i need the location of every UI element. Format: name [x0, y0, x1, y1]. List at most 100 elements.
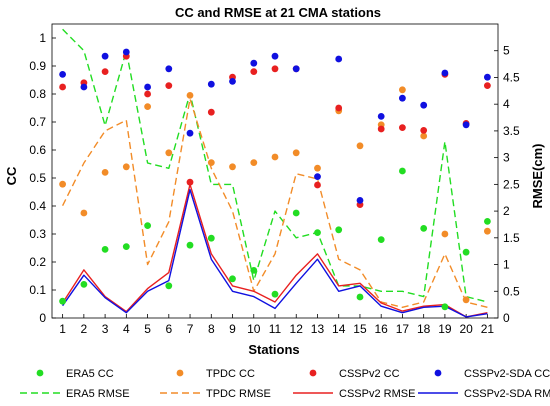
data-point-era5-cc — [250, 267, 258, 274]
x-tick-label: 13 — [311, 322, 325, 336]
x-tick-label: 17 — [396, 322, 410, 336]
data-point-csspv2-sda-cc — [229, 78, 236, 85]
x-axis-title: Stations — [248, 342, 299, 357]
legend-marker — [36, 369, 44, 377]
x-tick-label: 10 — [247, 322, 261, 336]
legend-label: CSSPv2 RMSE — [339, 388, 415, 400]
data-point-tpdc-cc — [356, 142, 364, 150]
y-axis-right-title: RMSE(cm) — [530, 143, 545, 208]
data-point-tpdc-cc — [484, 227, 491, 235]
y-right-tick-label: 4 — [503, 97, 510, 111]
data-point-era5-cc — [271, 290, 279, 298]
data-point-tpdc-cc — [250, 159, 258, 167]
data-point-csspv2-cc — [101, 68, 109, 75]
y-right-tick-label: 2.5 — [503, 177, 520, 191]
data-point-csspv2-cc — [399, 124, 406, 131]
data-point-era5-cc — [207, 234, 215, 242]
data-point-csspv2-sda-cc — [292, 65, 300, 73]
data-point-csspv2-cc — [314, 181, 321, 189]
x-tick-label: 21 — [481, 322, 495, 336]
y-left-tick-label: 0.4 — [29, 199, 46, 213]
legend-label: TPDC RMSE — [206, 388, 271, 400]
data-point-csspv2-sda-cc — [484, 73, 491, 81]
data-point-tpdc-cc — [292, 149, 300, 157]
y-right-tick-label: 4.5 — [503, 70, 520, 84]
legend-label: CSSPv2-SDA CC — [464, 368, 550, 380]
data-point-tpdc-cc — [59, 180, 66, 188]
data-point-era5-cc — [462, 248, 470, 256]
y-left-tick-label: 0 — [39, 311, 46, 325]
data-point-csspv2-sda-cc — [462, 121, 470, 129]
y-left-tick-label: 1 — [39, 31, 46, 45]
data-point-csspv2-cc — [420, 126, 428, 134]
data-point-tpdc-cc — [314, 164, 321, 172]
data-point-tpdc-cc — [229, 163, 236, 171]
data-point-era5-cc — [399, 167, 406, 175]
data-point-tpdc-cc — [462, 296, 470, 304]
data-point-era5-cc — [101, 246, 109, 253]
data-point-tpdc-cc — [441, 230, 449, 238]
data-point-era5-cc — [314, 229, 321, 237]
data-point-era5-cc — [441, 303, 449, 311]
series-line-csspv2-rmse — [62, 183, 488, 318]
legend-marker — [309, 369, 317, 377]
y-left-tick-label: 0.6 — [29, 143, 46, 157]
data-point-era5-cc — [59, 297, 66, 305]
data-point-csspv2-sda-cc — [441, 69, 449, 77]
data-point-csspv2-cc — [144, 90, 152, 98]
data-point-csspv2-sda-cc — [186, 129, 194, 137]
data-point-csspv2-sda-cc — [399, 94, 406, 102]
data-point-csspv2-sda-cc — [250, 59, 258, 67]
data-point-csspv2-sda-cc — [271, 52, 279, 60]
legend-label: TPDC CC — [206, 368, 255, 380]
y-left-tick-label: 0.7 — [29, 115, 46, 129]
x-tick-label: 4 — [123, 322, 130, 336]
data-point-era5-cc — [484, 218, 491, 225]
data-point-csspv2-sda-cc — [420, 101, 428, 109]
x-tick-label: 1 — [59, 322, 66, 336]
y-left-tick-label: 0.1 — [29, 283, 46, 297]
data-point-tpdc-cc — [122, 163, 130, 171]
data-point-tpdc-cc — [165, 149, 173, 157]
data-point-era5-cc — [292, 209, 300, 217]
data-point-csspv2-sda-cc — [377, 113, 385, 120]
data-point-csspv2-cc — [207, 108, 215, 116]
series-line-tpdc-rmse — [61, 98, 488, 308]
y-axis-left-title: CC — [4, 166, 19, 185]
legend-label: CSSPv2 CC — [339, 368, 400, 380]
data-point-csspv2-cc — [165, 82, 173, 89]
data-point-csspv2-sda-cc — [207, 80, 215, 88]
data-point-csspv2-cc — [250, 68, 258, 75]
data-point-tpdc-cc — [271, 153, 279, 161]
x-tick-label: 6 — [165, 322, 172, 336]
axes-layer: 1 2 3 4 5 6 7 8 9 10 11 12 13 14 15 16 17 18 19 20 2100.10.2… — [29, 23, 520, 336]
x-tick-label: 19 — [438, 322, 452, 336]
data-point-era5-cc — [420, 225, 428, 232]
data-point-era5-cc — [186, 241, 194, 249]
x-tick-label: 14 — [332, 322, 346, 336]
legend-label: CSSPv2-SDA RMSE — [464, 388, 550, 400]
data-point-era5-cc — [144, 222, 152, 230]
data-point-tpdc-cc — [101, 169, 109, 176]
chart-title: CC and RMSE at 21 CMA stations — [175, 5, 381, 20]
data-point-csspv2-sda-cc — [356, 197, 364, 204]
y-left-tick-label: 0.9 — [29, 59, 46, 73]
y-right-tick-label: 0 — [503, 311, 510, 325]
data-point-tpdc-cc — [399, 86, 406, 94]
data-point-tpdc-cc — [420, 132, 428, 140]
series-line-era5-rmse — [62, 28, 488, 303]
x-tick-label: 16 — [375, 322, 389, 336]
data-point-csspv2-sda-cc — [59, 71, 66, 78]
x-tick-label: 15 — [353, 322, 367, 336]
rmse-lines-layer — [61, 28, 488, 318]
data-point-csspv2-cc — [484, 82, 491, 89]
y-right-tick-label: 1.5 — [503, 231, 520, 245]
data-point-tpdc-cc — [144, 103, 152, 110]
x-tick-label: 8 — [208, 322, 215, 336]
x-tick-label: 12 — [290, 322, 304, 336]
data-point-csspv2-cc — [271, 65, 279, 73]
data-point-era5-cc — [356, 293, 364, 301]
series-line-csspv2-sda-rmse — [62, 188, 488, 318]
